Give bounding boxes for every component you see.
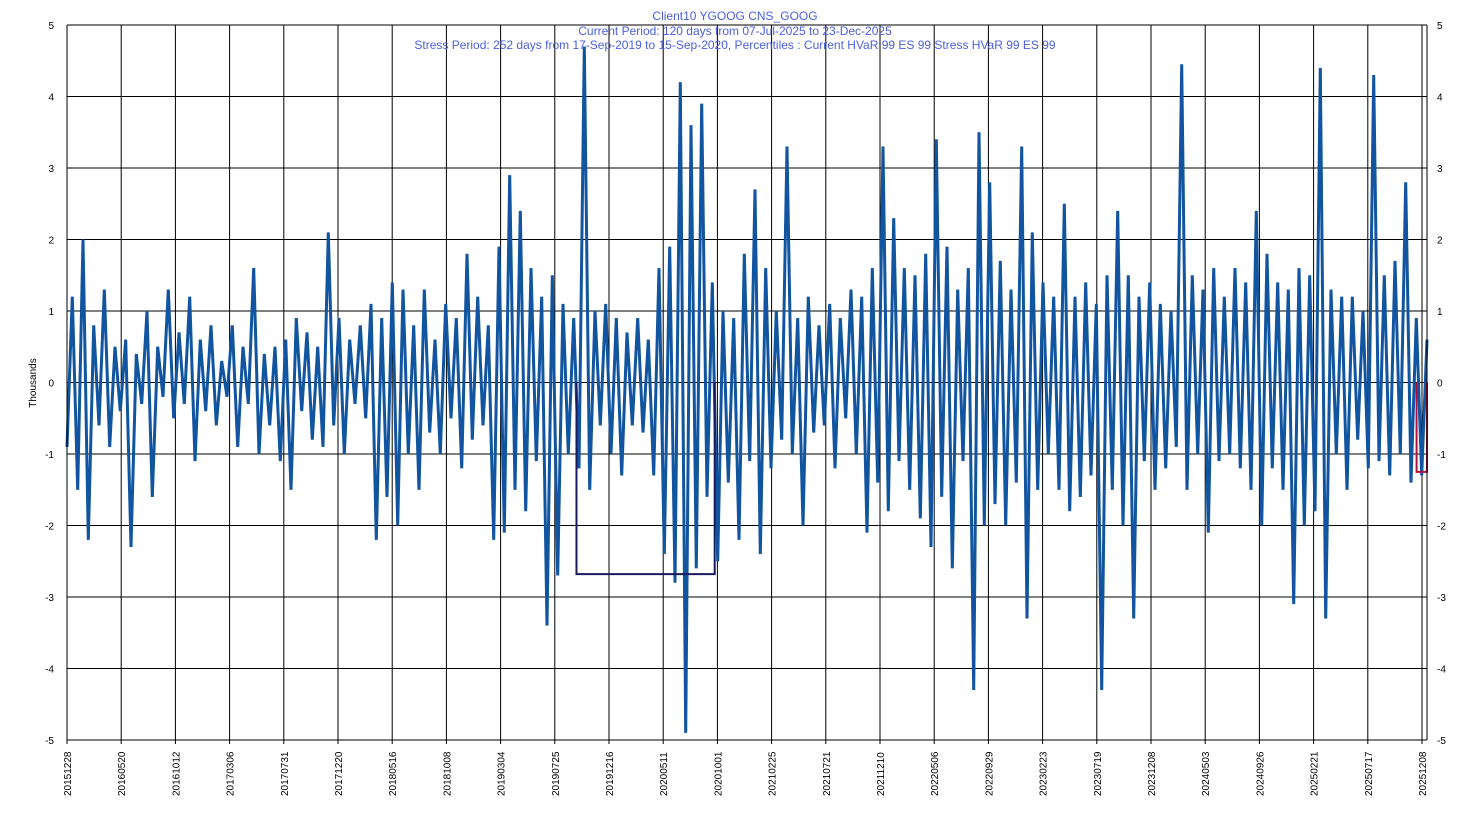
y-tick-label-right: -3 xyxy=(1437,593,1446,604)
x-tick-label: 20240926 xyxy=(1255,751,1266,796)
y-tick-label-right: -4 xyxy=(1437,665,1446,676)
y-tick-label-left: 5 xyxy=(48,21,54,32)
y-tick-label-left: 0 xyxy=(48,379,54,390)
chart-title-line-2: Current Period: 120 days from 07-Jul-202… xyxy=(578,24,892,38)
x-tick-label: 20170306 xyxy=(226,751,237,796)
y-tick-label-right: 4 xyxy=(1437,93,1443,104)
x-tick-label: 20230223 xyxy=(1039,751,1050,796)
x-tick-label: 20190725 xyxy=(551,751,562,796)
y-tick-label-left: -3 xyxy=(45,593,54,604)
x-tick-label: 20211210 xyxy=(876,752,887,796)
x-tick-label: 20220929 xyxy=(984,751,995,796)
x-tick-label: 20160520 xyxy=(117,751,128,796)
y-tick-label-left: 2 xyxy=(48,236,54,247)
x-tick-label: 20161012 xyxy=(171,751,182,796)
x-tick-label: 20250221 xyxy=(1310,751,1321,796)
x-tick-label: 20181008 xyxy=(442,751,453,796)
x-tick-label: 20180516 xyxy=(388,751,399,796)
y-tick-label-right: 3 xyxy=(1437,164,1443,175)
x-tick-label: 20231208 xyxy=(1147,751,1158,796)
y-tick-label-left: 4 xyxy=(48,93,54,104)
y-tick-label-left: -4 xyxy=(45,665,54,676)
y-tick-label-right: 0 xyxy=(1437,379,1443,390)
bracket-stress-hvar xyxy=(575,382,716,576)
x-tick-label: 20200511 xyxy=(659,752,670,796)
x-tick-label: 20170731 xyxy=(280,751,291,796)
x-tick-label: 20251208 xyxy=(1418,751,1429,796)
x-tick-label: 20191216 xyxy=(605,751,616,796)
var-brackets xyxy=(575,382,1428,576)
chart-title-line-1: Client10 YGOOG CNS_GOOG xyxy=(652,9,817,23)
x-tick-label: 20220506 xyxy=(930,751,941,796)
x-tick-label: 20230719 xyxy=(1093,751,1104,796)
y-tick-label-right: -2 xyxy=(1437,522,1446,533)
y-tick-label-left: -1 xyxy=(45,450,54,461)
x-tick-label: 20210721 xyxy=(822,751,833,796)
y-axis-label: Thousands xyxy=(28,358,39,407)
x-tick-label: 20210225 xyxy=(768,751,779,796)
x-tick-label: 20240503 xyxy=(1201,751,1212,796)
x-tick-label: 20250717 xyxy=(1364,751,1375,796)
y-tick-label-left: 1 xyxy=(48,307,54,318)
y-tick-label-right: 1 xyxy=(1437,307,1443,318)
y-tick-label-left: 3 xyxy=(48,164,54,175)
y-tick-label-right: 2 xyxy=(1437,236,1443,247)
series-line xyxy=(65,46,1429,733)
x-tick-label: 20171220 xyxy=(334,751,345,796)
series-layer xyxy=(65,46,1429,733)
x-tick-label: 20190304 xyxy=(497,751,508,796)
y-tick-label-right: 5 xyxy=(1437,21,1443,32)
x-tick-label: 20201001 xyxy=(713,751,724,796)
x-tick-label: 20151228 xyxy=(63,751,74,796)
y-tick-label-right: -1 xyxy=(1437,450,1446,461)
axes: 5 5 4 4 3 3 2 2 1 1 0 0 -1 -1 -2 -2 -3 -3 -4 -4 -5 -5 20151228… xyxy=(45,21,1446,796)
chart-title-line-3: Stress Period: 252 days from 17-Sep-2019… xyxy=(414,38,1056,52)
y-tick-label-left: -2 xyxy=(45,522,54,533)
y-tick-label-left: -5 xyxy=(45,736,54,747)
y-tick-label-right: -5 xyxy=(1437,736,1446,747)
